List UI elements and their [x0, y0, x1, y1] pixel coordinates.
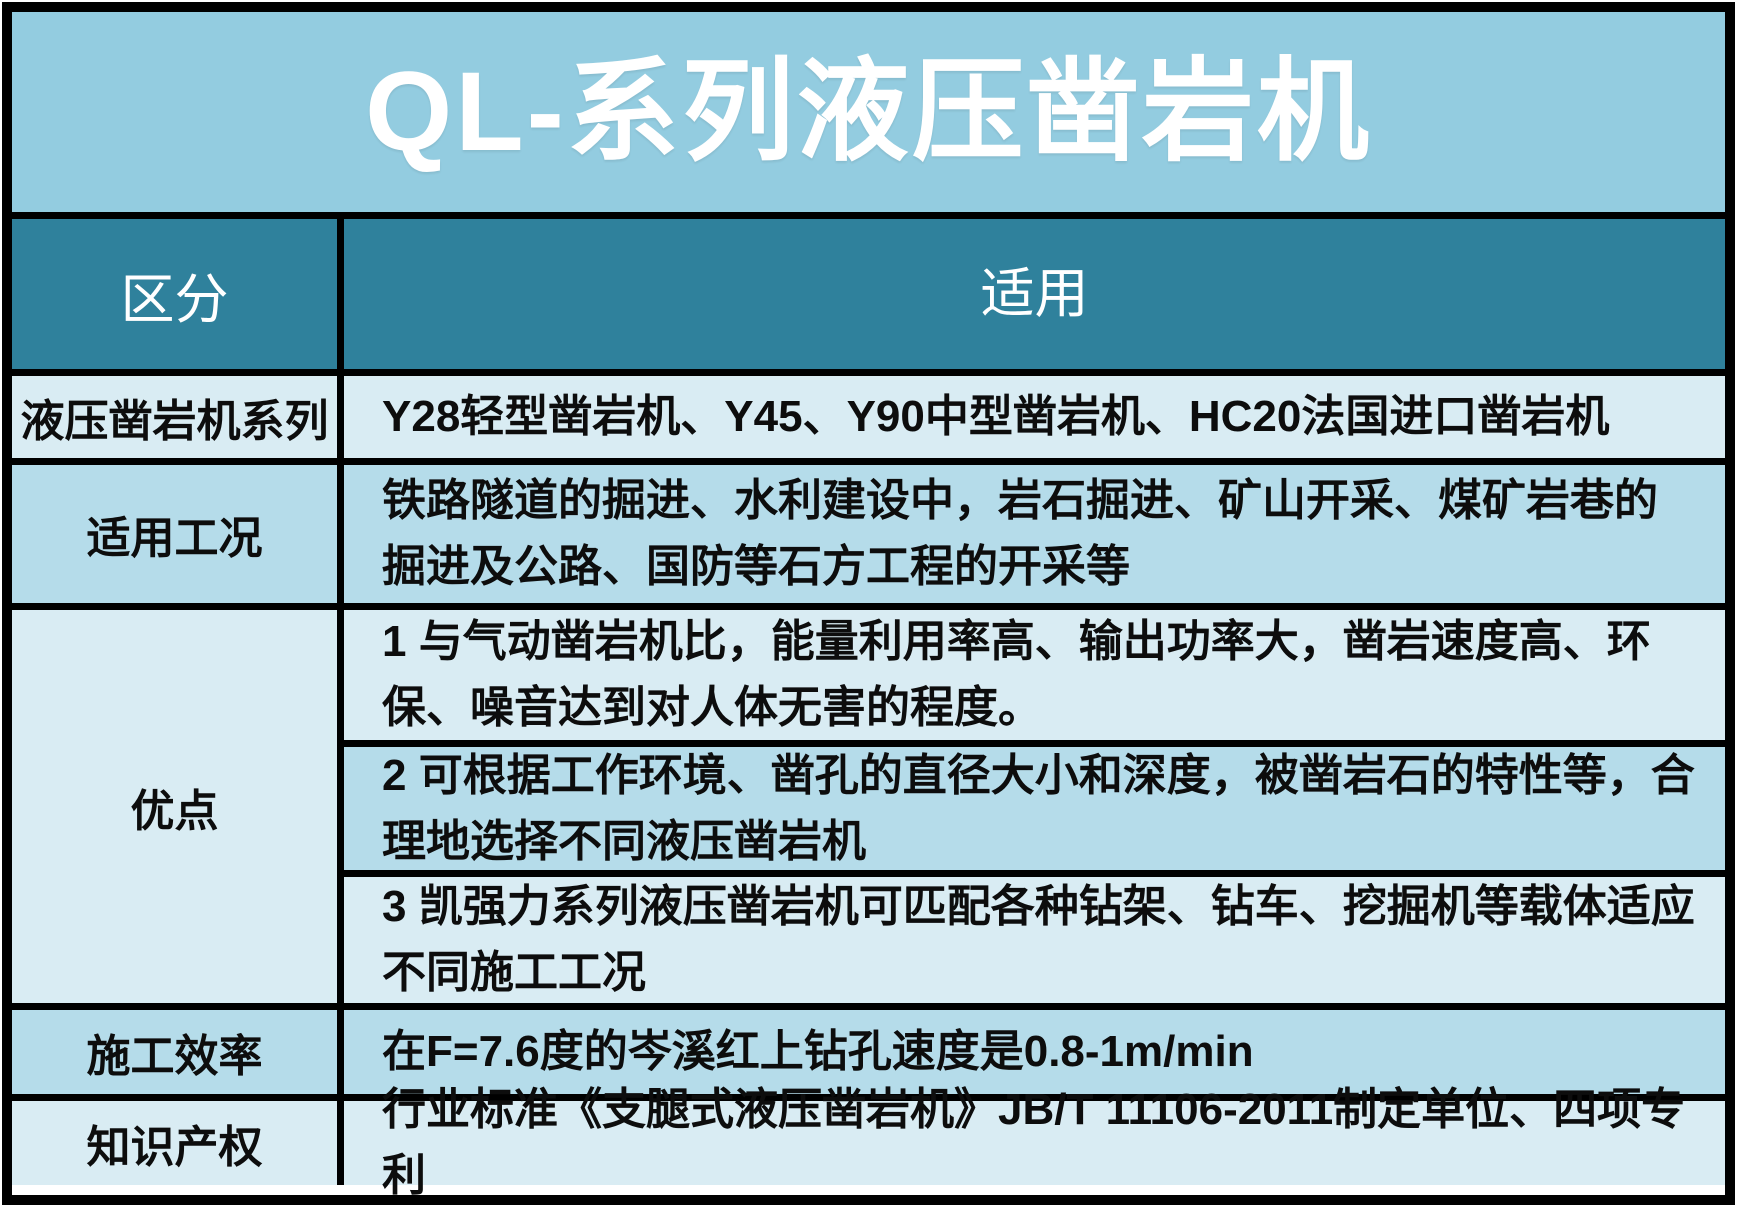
advantage-item-1: 1 与气动凿岩机比，能量利用率高、输出功率大，凿岩速度高、环保、噪音达到对人体无…: [344, 610, 1725, 740]
table-row-ip: 知识产权 行业标准《支腿式液压凿岩机》JB/T 11106-2011制定单位、四…: [12, 1085, 1725, 1200]
advantages-subrows: 1 与气动凿岩机比，能量利用率高、输出功率大，凿岩速度高、环保、噪音达到对人体无…: [344, 610, 1725, 1003]
advantage-item-2: 2 可根据工作环境、凿孔的直径大小和深度，被凿岩石的特性等，合理地选择不同液压凿…: [344, 740, 1725, 870]
row-content-usecase: 铁路隧道的掘进、水利建设中，岩石掘进、矿山开采、煤矿岩巷的掘进及公路、国防等石方…: [382, 476, 1658, 591]
title-bar: QL-系列液压凿岩机: [12, 12, 1725, 212]
table-header-row: 区分 适用: [12, 212, 1725, 369]
row-label-series: 液压凿岩机系列: [12, 376, 344, 458]
table-row-series: 液压凿岩机系列 Y28轻型凿岩机、Y45、Y90中型凿岩机、HC20法国进口凿岩…: [12, 369, 1725, 458]
header-cell-category: 区分: [12, 219, 344, 369]
table-row-advantages: 优点 1 与气动凿岩机比，能量利用率高、输出功率大，凿岩速度高、环保、噪音达到对…: [12, 603, 1725, 1003]
table-row-efficiency: 施工效率 在F=7.6度的岑溪红上钻孔速度是0.8-1m/min: [12, 1003, 1725, 1094]
row-content-series: Y28轻型凿岩机、Y45、Y90中型凿岩机、HC20法国进口凿岩机: [382, 392, 1610, 441]
row-label-ip: 知识产权: [12, 1101, 344, 1185]
table-row-usecase: 适用工况 铁路隧道的掘进、水利建设中，岩石掘进、矿山开采、煤矿岩巷的掘进及公路、…: [12, 458, 1725, 603]
page-title: QL-系列液压凿岩机: [365, 49, 1372, 174]
row-content-efficiency: 在F=7.6度的岑溪红上钻孔速度是0.8-1m/min: [382, 1027, 1254, 1076]
header-cell-application: 适用: [980, 263, 1089, 324]
row-label-usecase: 适用工况: [12, 465, 344, 603]
advantage-item-3: 3 凯强力系列液压凿岩机可匹配各种钻架、钻车、挖掘机等载体适应不同施工工况: [344, 870, 1725, 1003]
row-label-efficiency: 施工效率: [12, 1010, 344, 1094]
row-content-ip: 行业标准《支腿式液压凿岩机》JB/T 11106-2011制定单位、四项专利: [382, 1085, 1686, 1200]
row-label-advantages: 优点: [12, 610, 344, 1003]
